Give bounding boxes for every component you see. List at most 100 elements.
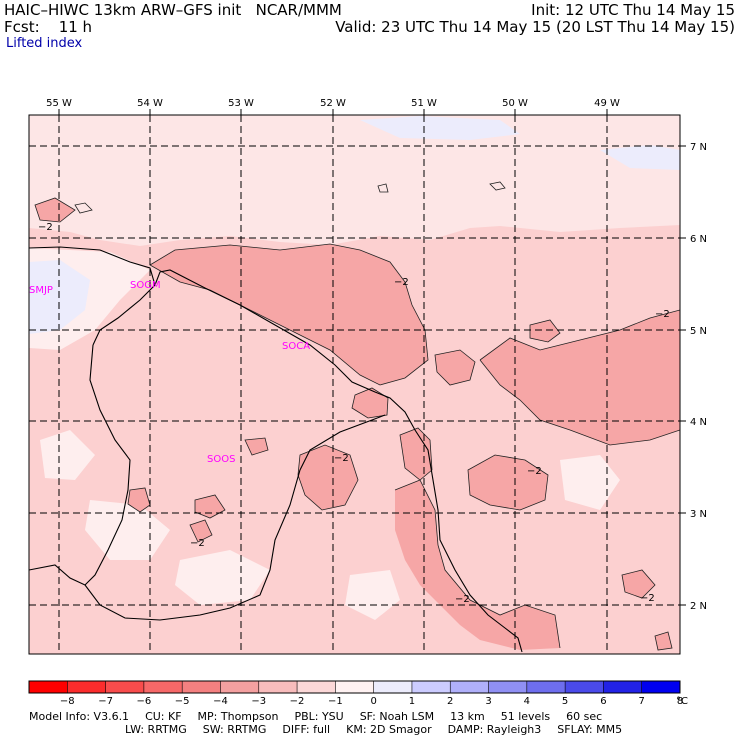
footer-item: CU: KF — [145, 710, 182, 723]
contour-label: −2 — [38, 222, 53, 233]
legend-tick-label: −7 — [98, 696, 113, 707]
footer-row-2: LW: RRTMG SW: RRTMG DIFF: full KM: 2D Smago… — [29, 723, 729, 736]
pale-patch — [175, 550, 270, 605]
pale-band — [29, 115, 680, 246]
legend-swatch — [603, 681, 643, 693]
coastline — [29, 246, 523, 653]
title-left: HAIC–HIWC 13km ARW–GFS init NCAR/MMM Fcs… — [4, 2, 342, 36]
legend-unit: °C — [676, 696, 688, 707]
pale-patch — [345, 570, 400, 620]
footer-item: DIFF: full — [282, 723, 331, 736]
contour-lines — [34, 181, 680, 651]
station-labels: SMJP SOGM SOCA SOOS — [29, 280, 310, 465]
contour-label: −2 — [190, 538, 205, 549]
legend-swatch — [411, 681, 451, 693]
lat-label: 3 N — [690, 509, 707, 520]
legend-tick-label: 7 — [639, 696, 645, 707]
legend-tick-label: −3 — [251, 696, 266, 707]
contour-label: −2 — [655, 309, 670, 320]
dark-region — [298, 445, 358, 510]
org-label: NCAR/MMM — [255, 1, 342, 19]
lon-label: 55 W — [46, 98, 72, 109]
blue-patch — [360, 116, 520, 140]
station-sogm: SOGM — [130, 280, 161, 291]
dark-region — [622, 570, 655, 598]
dark-region — [352, 388, 388, 418]
footer-item: SW: RRTMG — [202, 723, 267, 736]
init-time: Init: 12 UTC Thu 14 May 15 — [531, 1, 735, 19]
legend-tick-label: 3 — [485, 696, 491, 707]
color-legend: −8 −7 −6 −5 −4 −3 −2 −1 0 1 2 3 4 5 6 7 8°C — [28, 680, 688, 707]
legend-swatch — [526, 681, 566, 693]
dark-region — [468, 455, 548, 510]
footer-item: LW: RRTMG — [125, 723, 187, 736]
footer-item: DAMP: Rayleigh3 — [447, 723, 542, 736]
lat-label: 5 N — [690, 326, 707, 337]
dark-region — [655, 632, 672, 650]
legend-swatch — [488, 681, 528, 693]
title-right: Init: 12 UTC Thu 14 May 15 Valid: 23 UTC… — [335, 2, 735, 36]
dark-region — [480, 310, 680, 445]
model-info-footer: Model Info: V3.6.1 CU: KF MP: Thompson PBL:… — [29, 710, 729, 736]
legend-tick-label: −8 — [60, 696, 75, 707]
station-soca: SOCA — [282, 341, 310, 352]
station-smjp: SMJP — [29, 285, 53, 296]
map-frame — [28, 114, 681, 655]
pale-patch — [560, 455, 620, 510]
lat-label: 7 N — [690, 142, 707, 153]
footer-item: MP: Thompson — [197, 710, 279, 723]
legend-swatch — [565, 681, 604, 693]
legend-frame — [28, 680, 681, 694]
legend-tick-label: −4 — [213, 696, 228, 707]
model-title: HAIC–HIWC 13km ARW–GFS init — [4, 1, 242, 19]
legend-tick-label: −6 — [137, 696, 152, 707]
lat-lon-grid — [29, 115, 680, 654]
legend-swatch — [258, 681, 298, 693]
legend-tick-label: 2 — [447, 696, 453, 707]
legend-swatch — [143, 681, 183, 693]
legend-swatch — [220, 681, 260, 693]
legend-swatch — [450, 681, 490, 693]
footer-item: 60 sec — [566, 710, 603, 723]
lon-label: 52 W — [320, 98, 346, 109]
footer-row-1: Model Info: V3.6.1 CU: KF MP: Thompson PBL:… — [29, 710, 729, 723]
legend-tick-label: −5 — [175, 696, 190, 707]
dark-region — [530, 320, 560, 342]
blue-patch — [600, 145, 680, 170]
dark-region — [195, 495, 225, 518]
contour-label: −2 — [394, 277, 409, 288]
legend-swatch — [182, 681, 221, 693]
footer-item: Model Info: V3.6.1 — [29, 710, 130, 723]
lat-label: 2 N — [690, 601, 707, 612]
lat-label: 4 N — [690, 417, 707, 428]
lat-label: 6 N — [690, 234, 707, 245]
legend-tick-label: 8 — [677, 696, 683, 707]
legend-swatch — [641, 681, 681, 693]
legend-swatch — [105, 681, 145, 693]
contour-label: −2 — [527, 466, 542, 477]
pale-patch — [40, 430, 95, 480]
pale-patch — [85, 500, 170, 560]
lon-label: 50 W — [502, 98, 528, 109]
contour-label: −2 — [640, 593, 655, 604]
footer-item: KM: 2D Smagor — [346, 723, 432, 736]
legend-tick-label: 4 — [524, 696, 530, 707]
footer-item: SF: Noah LSM — [359, 710, 435, 723]
legend-swatch — [335, 681, 375, 693]
legend-swatch — [67, 681, 107, 693]
map-ticks — [58, 109, 686, 606]
legend-swatch — [29, 681, 68, 693]
valid-time: Valid: 23 UTC Thu 14 May 15 (20 LST Thu … — [335, 18, 735, 36]
legend-tick-label: 5 — [562, 696, 568, 707]
legend-tick-label: −1 — [328, 696, 343, 707]
lon-label: 49 W — [594, 98, 620, 109]
lon-label: 51 W — [411, 98, 437, 109]
footer-item: SFLAY: MM5 — [557, 723, 623, 736]
footer-item: 13 km — [450, 710, 485, 723]
legend-tick-label: 0 — [370, 696, 376, 707]
legend-tick-label: 6 — [600, 696, 606, 707]
map-fill — [29, 115, 680, 654]
legend-swatch — [373, 681, 413, 693]
dark-region — [245, 438, 268, 455]
lon-label: 54 W — [137, 98, 163, 109]
